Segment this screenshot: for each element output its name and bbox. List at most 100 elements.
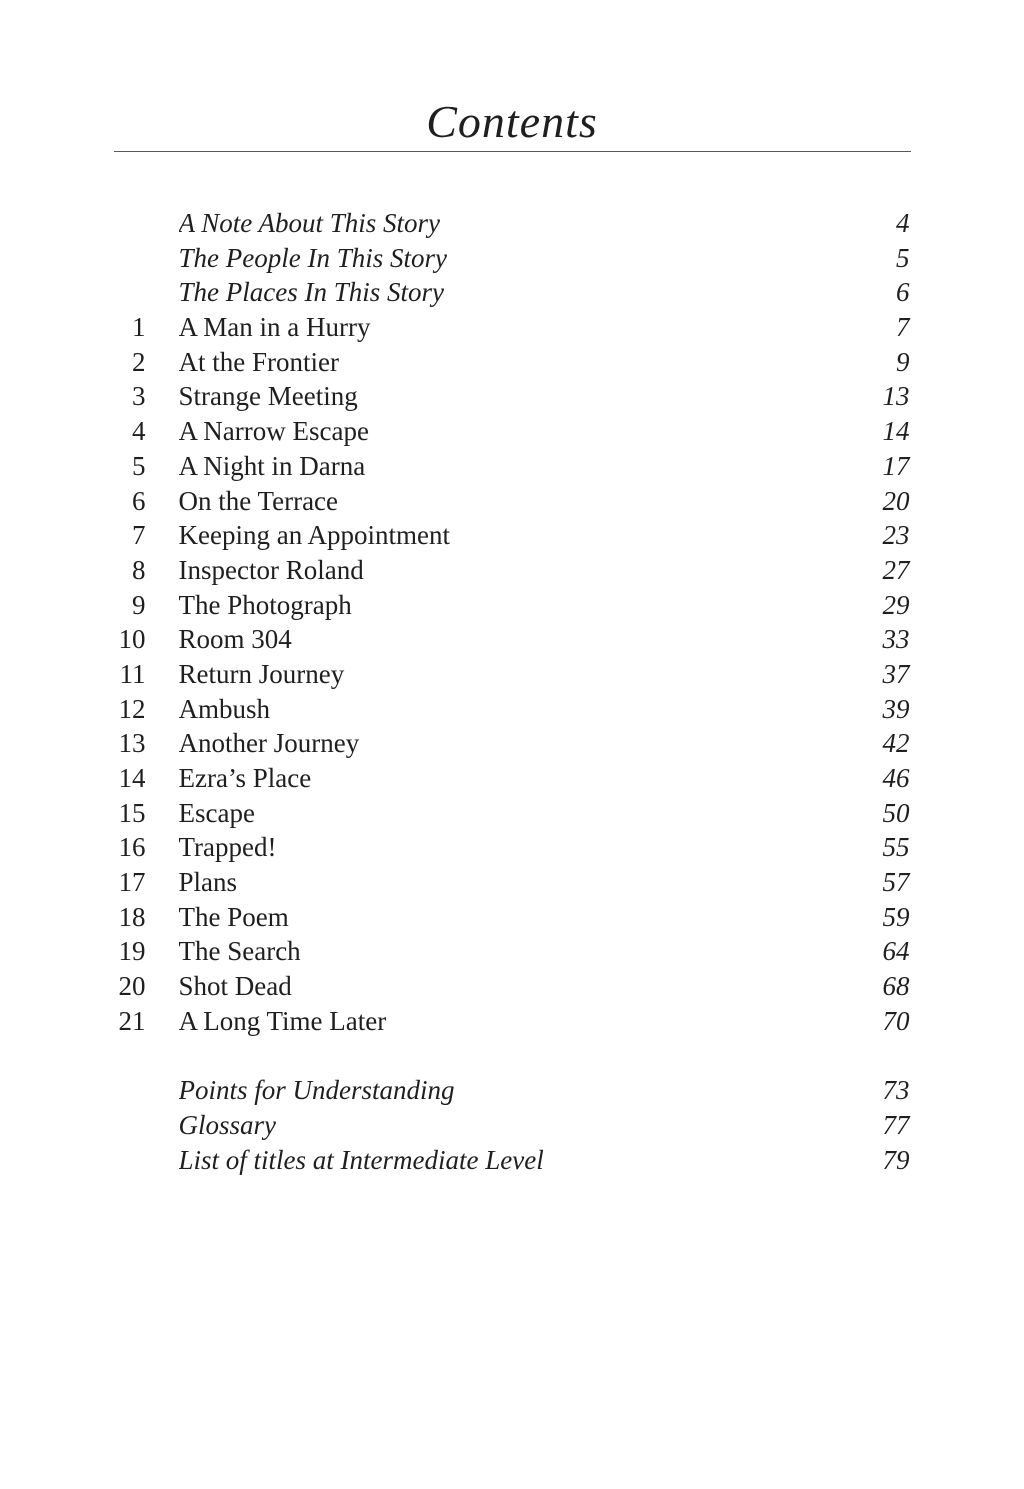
entry-title: On the Terrace bbox=[178, 485, 339, 516]
table-of-contents: A Note About This Story 4 The People In … bbox=[115, 206, 910, 1177]
chapters-section: 1 A Man in a Hurry 7 2 At the Frontier 9… bbox=[115, 310, 910, 1038]
toc-row: 11 Return Journey 37 bbox=[115, 657, 910, 692]
page-number: 5 bbox=[896, 242, 910, 273]
page-number: 29 bbox=[882, 589, 910, 620]
title-divider-rule bbox=[113, 151, 911, 152]
toc-row: A Note About This Story 4 bbox=[115, 206, 910, 241]
chapter-number: 2 bbox=[132, 346, 146, 377]
page-number: 73 bbox=[882, 1075, 910, 1106]
toc-row: Points for Understanding 73 bbox=[115, 1073, 910, 1108]
page-number: 68 bbox=[882, 971, 910, 1002]
page-number: 57 bbox=[882, 867, 910, 898]
entry-title: A Night in Darna bbox=[178, 450, 366, 481]
entry-title: Strange Meeting bbox=[178, 381, 358, 412]
chapter-number: 3 bbox=[132, 381, 146, 412]
page-number: 79 bbox=[882, 1144, 910, 1175]
toc-row: 2 At the Frontier 9 bbox=[115, 345, 910, 380]
entry-title: Room 304 bbox=[178, 624, 292, 655]
page-number: 27 bbox=[882, 554, 910, 585]
page-number: 7 bbox=[896, 312, 910, 343]
page-number: 37 bbox=[882, 658, 910, 689]
entry-title: The Poem bbox=[178, 901, 289, 932]
entry-title: At the Frontier bbox=[178, 346, 339, 377]
toc-row: Glossary 77 bbox=[115, 1108, 910, 1143]
chapter-number: 14 bbox=[118, 763, 146, 793]
entry-title: Another Journey bbox=[178, 728, 360, 759]
toc-row: 8 Inspector Roland 27 bbox=[115, 553, 910, 588]
entry-title: A Long Time Later bbox=[178, 1005, 387, 1036]
chapter-number: 9 bbox=[132, 589, 146, 620]
page-number: 70 bbox=[882, 1005, 910, 1036]
chapter-number: 17 bbox=[118, 867, 146, 898]
chapter-number: 16 bbox=[118, 832, 146, 863]
chapter-number: 20 bbox=[118, 971, 146, 1002]
toc-row: 5 A Night in Darna 17 bbox=[115, 449, 910, 484]
entry-title: Inspector Roland bbox=[178, 554, 364, 585]
entry-title: The People In This Story bbox=[178, 242, 447, 273]
chapter-number: 6 bbox=[132, 485, 146, 516]
page-number: 33 bbox=[882, 624, 910, 655]
toc-row: 15 Escape 50 bbox=[115, 796, 910, 831]
page-number: 4 bbox=[896, 208, 910, 238]
entry-title: Trapped! bbox=[178, 832, 277, 863]
entry-title: A Note About This Story bbox=[178, 208, 441, 238]
page-number: 55 bbox=[882, 832, 910, 863]
chapter-number: 15 bbox=[118, 797, 146, 828]
toc-row: List of titles at Intermediate Level 79 bbox=[115, 1143, 910, 1178]
chapter-number: 1 bbox=[132, 312, 146, 343]
page-title: Contents bbox=[426, 96, 598, 147]
front-matter-section: A Note About This Story 4 The People In … bbox=[115, 206, 910, 310]
page-number: 42 bbox=[882, 728, 910, 759]
chapter-number: 13 bbox=[118, 728, 146, 759]
chapter-number: 12 bbox=[118, 693, 146, 724]
chapter-number: 7 bbox=[132, 520, 146, 551]
toc-row: 20 Shot Dead 68 bbox=[115, 969, 910, 1004]
page-number: 17 bbox=[882, 450, 910, 481]
toc-row: 9 The Photograph 29 bbox=[115, 588, 910, 623]
chapter-number: 4 bbox=[132, 416, 146, 447]
entry-title: List of titles at Intermediate Level bbox=[178, 1144, 544, 1175]
entry-title: Plans bbox=[178, 867, 238, 898]
entry-title: A Man in a Hurry bbox=[178, 312, 371, 343]
toc-row: 1 A Man in a Hurry 7 bbox=[115, 310, 910, 345]
entry-title: Points for Understanding bbox=[178, 1075, 455, 1106]
toc-row: The Places In This Story 6 bbox=[115, 275, 910, 310]
chapter-number: 10 bbox=[118, 624, 146, 655]
chapter-number: 8 bbox=[132, 554, 146, 585]
entry-title: Ambush bbox=[178, 693, 271, 724]
chapter-number: 19 bbox=[118, 936, 146, 967]
toc-row: 17 Plans 57 bbox=[115, 865, 910, 900]
page-number: 39 bbox=[882, 693, 910, 724]
toc-row: 3 Strange Meeting 13 bbox=[115, 379, 910, 414]
toc-row: 18 The Poem 59 bbox=[115, 900, 910, 935]
chapter-number: 18 bbox=[118, 901, 146, 932]
page-number: 59 bbox=[882, 901, 910, 932]
page-number: 9 bbox=[896, 346, 910, 377]
toc-row: 13 Another Journey 42 bbox=[115, 726, 910, 761]
toc-row: 6 On the Terrace 20 bbox=[115, 484, 910, 519]
entry-title: Ezra’s Place bbox=[178, 763, 312, 793]
entry-title: A Narrow Escape bbox=[178, 416, 369, 447]
toc-row: The People In This Story 5 bbox=[115, 241, 910, 276]
toc-row: 16 Trapped! 55 bbox=[115, 830, 910, 865]
toc-row: 14 Ezra’s Place 46 bbox=[115, 761, 910, 796]
entry-title: Shot Dead bbox=[178, 971, 292, 1002]
toc-row: 21 A Long Time Later 70 bbox=[115, 1004, 910, 1039]
chapter-number: 11 bbox=[119, 658, 146, 689]
chapter-number: 21 bbox=[118, 1005, 146, 1036]
page-number: 13 bbox=[882, 381, 910, 412]
entry-title: Return Journey bbox=[178, 658, 345, 689]
toc-row: 4 A Narrow Escape 14 bbox=[115, 414, 910, 449]
page-number: 20 bbox=[882, 485, 910, 516]
entry-title: Keeping an Appointment bbox=[178, 520, 450, 551]
entry-title: The Places In This Story bbox=[178, 277, 444, 308]
page-number: 64 bbox=[882, 936, 910, 967]
toc-row: 12 Ambush 39 bbox=[115, 692, 910, 727]
page-number: 46 bbox=[882, 763, 910, 793]
chapter-number: 5 bbox=[132, 450, 146, 481]
page-number: 77 bbox=[882, 1109, 910, 1140]
entry-title: Escape bbox=[178, 797, 255, 828]
page-number: 23 bbox=[882, 520, 910, 551]
toc-row: 7 Keeping an Appointment 23 bbox=[115, 518, 910, 553]
